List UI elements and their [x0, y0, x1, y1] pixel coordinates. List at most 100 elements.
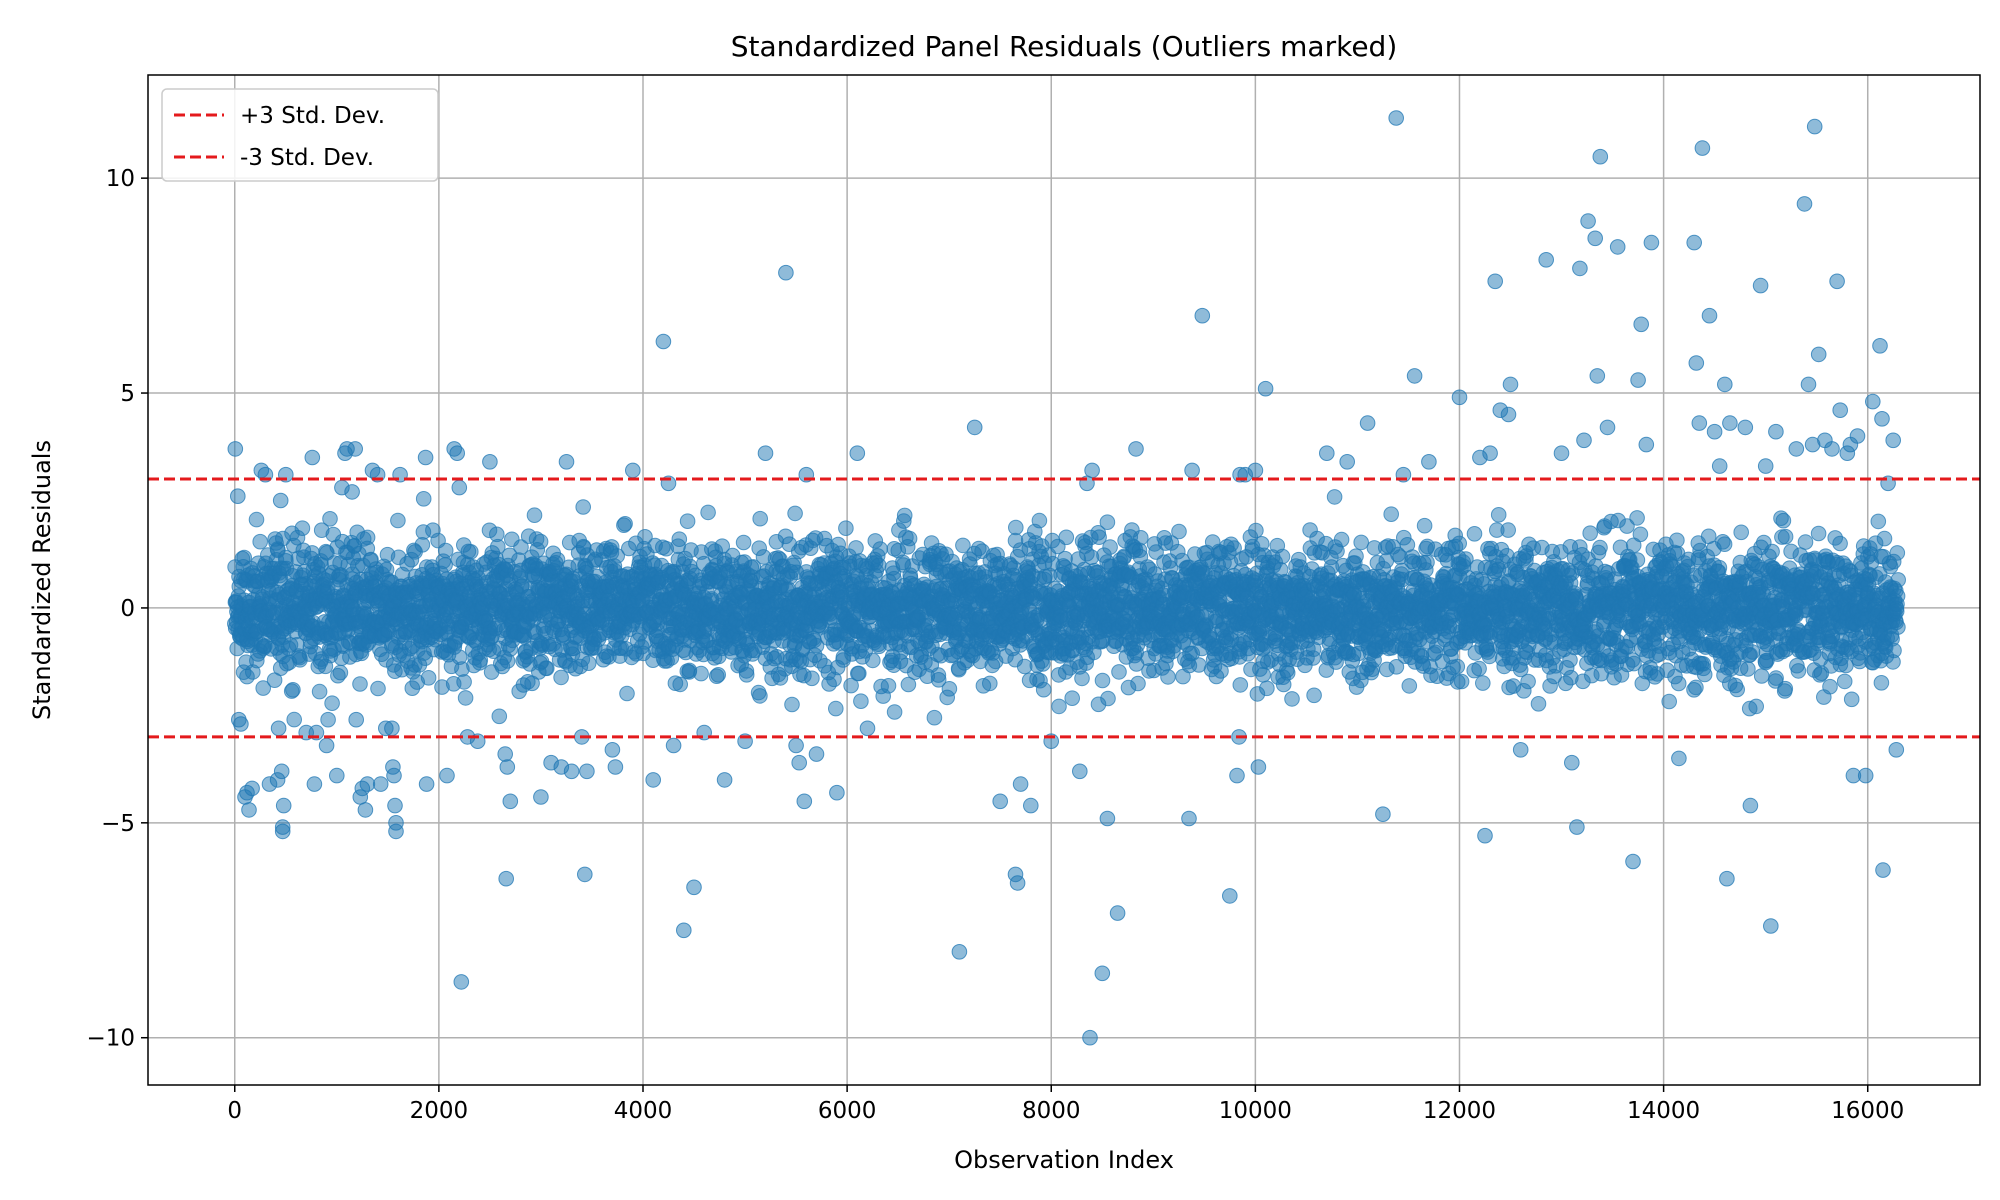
data-point: [575, 499, 592, 515]
data-point: [1466, 526, 1483, 542]
data-point: [437, 557, 453, 573]
data-point: [901, 530, 918, 547]
data-point: [619, 685, 635, 702]
data-point: [1008, 519, 1024, 536]
data-point: [294, 520, 311, 537]
data-point: [1500, 522, 1516, 538]
data-point: [1419, 554, 1435, 571]
data-point: [828, 700, 844, 717]
data-point: [1248, 522, 1264, 539]
data-point: [286, 711, 303, 728]
data-point: [853, 693, 869, 710]
data-point: [1592, 539, 1608, 556]
data-point: [1716, 536, 1733, 553]
data-point: [1711, 559, 1728, 576]
data-point: [710, 667, 727, 683]
data-point: [437, 542, 454, 559]
data-point: [838, 520, 854, 537]
data-point: [700, 504, 716, 521]
data-point: [352, 676, 368, 692]
data-point: [848, 540, 864, 556]
data-point: [1111, 664, 1127, 680]
data-point: [679, 513, 696, 530]
data-point: [1520, 673, 1536, 690]
data-point: [1740, 661, 1756, 677]
data-point: [870, 557, 887, 574]
data-point: [1284, 691, 1300, 707]
data-point: [252, 533, 269, 550]
data-point: [1629, 552, 1646, 568]
data-point: [896, 507, 913, 524]
data-point: [671, 531, 688, 548]
data-point: [1232, 677, 1249, 693]
data-point: [926, 709, 943, 726]
data-point: [1632, 526, 1649, 543]
data-point: [1099, 514, 1116, 531]
data-point: [1160, 669, 1176, 685]
data-point: [880, 678, 897, 694]
data-point: [787, 505, 803, 522]
data-point: [1471, 660, 1487, 677]
data-point: [1326, 489, 1343, 505]
data-point: [1259, 680, 1275, 697]
data-point: [359, 529, 376, 546]
data-point: [1353, 534, 1369, 551]
data-point: [1064, 690, 1080, 707]
data-point: [886, 704, 903, 720]
data-point: [1074, 670, 1090, 687]
data-point: [738, 667, 755, 683]
data-point: [735, 534, 752, 551]
data-point: [1688, 679, 1704, 696]
data-point: [322, 511, 338, 527]
data-point: [872, 541, 889, 557]
data-point: [941, 681, 958, 697]
data-point: [617, 516, 633, 532]
data-point: [1661, 693, 1677, 710]
data-point: [1274, 548, 1291, 565]
data-point: [463, 544, 479, 560]
data-points: [227, 110, 1906, 1046]
data-point: [752, 510, 769, 527]
data-point: [1171, 523, 1187, 540]
data-point: [1744, 644, 1761, 660]
data-point: [1669, 532, 1685, 549]
data-point: [370, 680, 386, 697]
data-point: [248, 511, 265, 528]
data-point: [311, 683, 328, 700]
data-point: [804, 670, 820, 687]
data-point: [1100, 690, 1116, 707]
data-point: [1416, 517, 1433, 534]
data-point: [1130, 675, 1146, 692]
data-point: [285, 682, 301, 698]
data-point: [415, 491, 432, 507]
data-point: [456, 674, 472, 690]
data-point: [1279, 665, 1296, 681]
data-point: [1490, 507, 1507, 523]
data-point: [1031, 512, 1048, 529]
data-point: [1133, 530, 1149, 546]
data-point: [1696, 666, 1713, 683]
data-point: [1051, 698, 1067, 715]
data-point: [532, 533, 549, 550]
data-point: [1306, 687, 1322, 704]
data-point: [1451, 535, 1467, 552]
data-point: [255, 680, 272, 696]
data-point: [390, 512, 406, 529]
data-point: [1449, 658, 1466, 675]
data-point: [1530, 696, 1547, 712]
data-point: [539, 660, 555, 677]
data-point: [1035, 681, 1052, 698]
data-point: [1401, 678, 1418, 694]
data-point: [457, 690, 474, 706]
data-point: [580, 655, 597, 672]
data-point: [1475, 675, 1491, 691]
data-point: [1383, 506, 1399, 523]
data-point: [1748, 698, 1764, 715]
data-point: [982, 675, 998, 692]
data-point: [1453, 673, 1470, 690]
data-point: [1729, 681, 1745, 698]
data-point: [1348, 548, 1364, 565]
data-point: [672, 676, 689, 693]
data-point: [491, 708, 508, 725]
